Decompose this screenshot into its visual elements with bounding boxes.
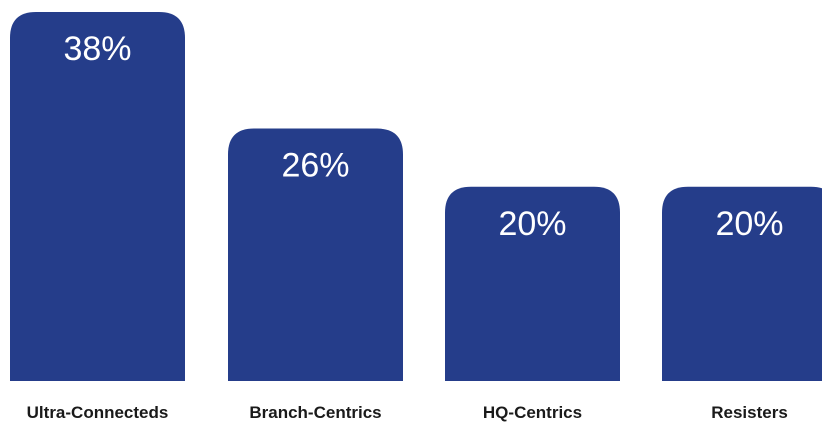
bars-group <box>10 12 822 381</box>
category-label: Ultra-Connecteds <box>27 403 169 422</box>
category-label: Resisters <box>711 403 788 422</box>
bar-value-label: 20% <box>498 205 566 243</box>
bar-value-label: 20% <box>715 205 783 243</box>
bar-value-label: 26% <box>281 147 349 185</box>
category-label: Branch-Centrics <box>249 403 381 422</box>
category-labels-group: Ultra-Connecteds Branch-Centrics HQ-Centri… <box>27 403 788 422</box>
category-label: HQ-Centrics <box>483 403 582 422</box>
bar-value-label: 38% <box>63 30 131 68</box>
